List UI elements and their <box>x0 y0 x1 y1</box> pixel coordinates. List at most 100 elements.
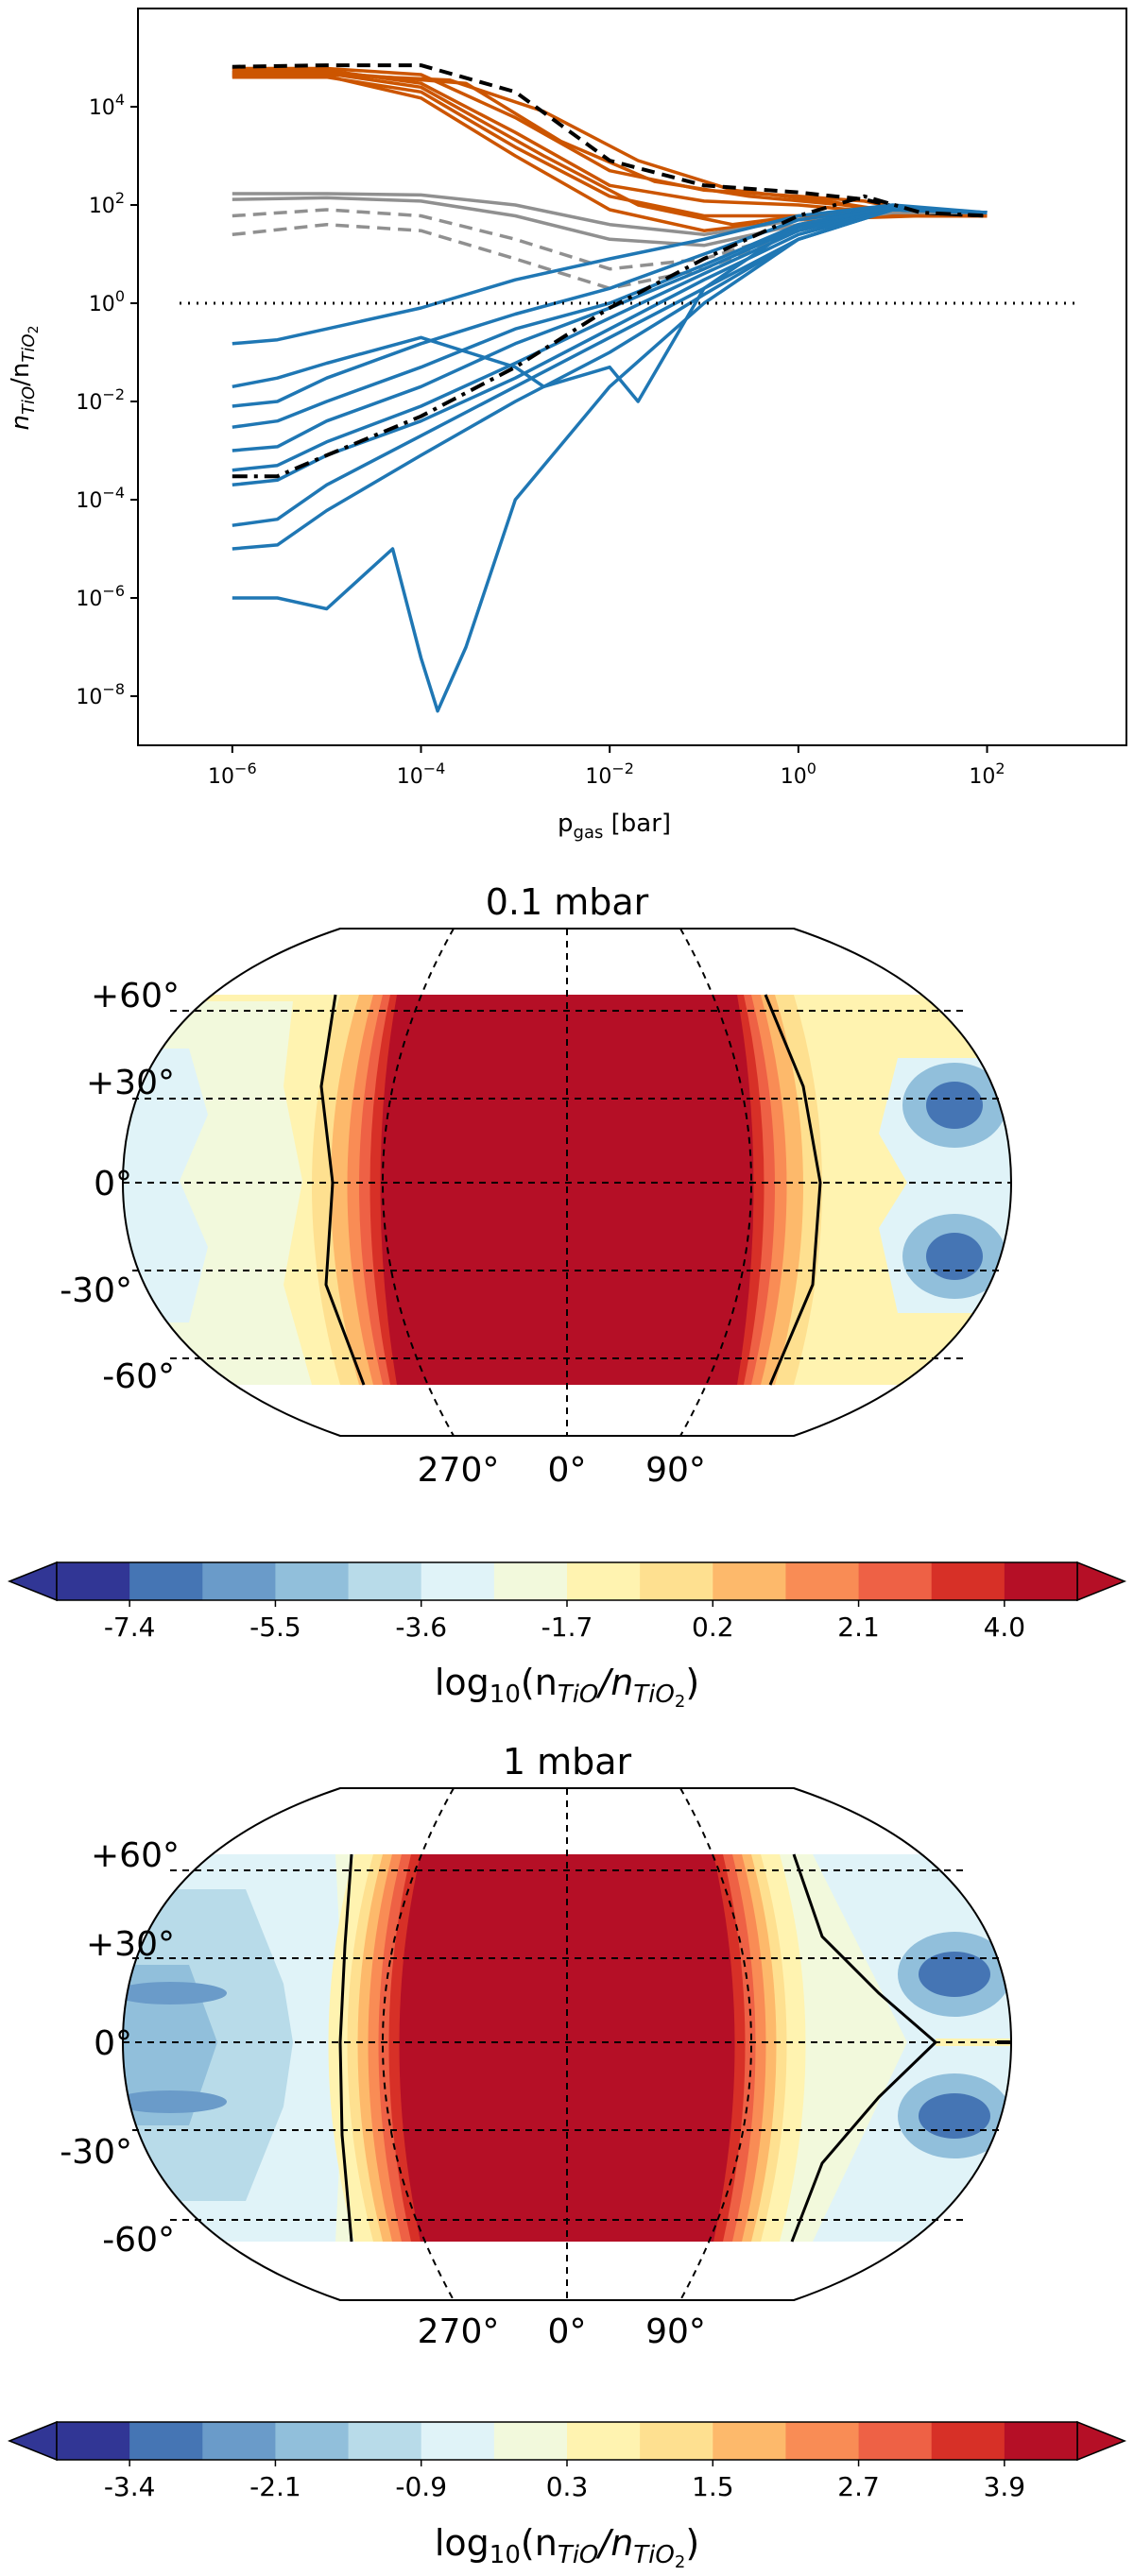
colorbar-tick-label: 3.9 <box>984 2471 1026 2502</box>
map-1-mbar: 1 mbar <box>60 1741 1013 2351</box>
plot-frame <box>137 8 1127 746</box>
series-line-blue-17 <box>232 208 988 487</box>
colorbar-cell <box>1004 2422 1078 2460</box>
colorbar-cells <box>7 1561 1127 1602</box>
colorbar-ticks: -3.4 -2.1 -0.9 0.3 1.5 2.7 3.9 <box>104 2460 1025 2502</box>
colorbar-tick-label: 4.0 <box>984 1612 1026 1643</box>
colorbar-cell <box>275 2422 350 2460</box>
map-cold-streak-south <box>123 2090 227 2113</box>
x-tick-label: 102 <box>969 759 1005 789</box>
colorbar-cell <box>1004 1562 1078 1600</box>
series-line-blue-16 <box>232 208 988 472</box>
series-layer <box>232 63 988 713</box>
colorbar-label: log10(nTiO/nTiO2) <box>435 1662 699 1712</box>
longitude-label: 0° <box>548 2312 587 2351</box>
colorbar-tick-label: 1.5 <box>692 2471 734 2502</box>
colorbar-cell <box>202 2422 276 2460</box>
y-tick-label: 10−6 <box>76 582 125 611</box>
colorbar-tick-label: 2.1 <box>837 1612 880 1643</box>
x-tick-layer: 10−6 10−4 10−2 100 102 <box>208 745 1005 789</box>
colorbar-cell <box>129 1562 203 1600</box>
colorbar-1-mbar: -3.4 -2.1 -0.9 0.3 1.5 2.7 3.9 log10(nTiO/nTiO… <box>7 2420 1127 2572</box>
line-plot: 10−6 10−4 10−2 100 102 10−810−610−410−210010… <box>7 8 1127 843</box>
y-tick-label: 104 <box>89 91 125 120</box>
series-line-gray-10 <box>232 208 988 291</box>
colorbar-cell <box>858 1562 933 1600</box>
series-line-blue-19 <box>232 208 988 551</box>
series-line-orange-5 <box>232 71 988 227</box>
map-cold-blob-north-inner <box>926 1082 983 1129</box>
longitude-labels: 270° 0° 90° <box>418 1451 706 1490</box>
colorbar-cell <box>785 2422 860 2460</box>
colorbar-cell <box>567 1562 641 1600</box>
x-tick-label: 10−6 <box>208 759 257 789</box>
map-0p1-mbar: 0.1 mbar <box>60 881 1013 1490</box>
map-cold-region-left-inner <box>123 1965 217 2125</box>
map-title: 1 mbar <box>503 1741 632 1783</box>
colorbar-tick-label: 2.7 <box>837 2471 880 2502</box>
series-line-gray-11 <box>232 208 988 271</box>
colorbar-cell <box>57 1562 130 1600</box>
colorbar-cell <box>275 1562 350 1600</box>
colorbar-cell <box>57 2422 130 2460</box>
y-tick-label: 10−4 <box>76 484 125 513</box>
colorbar-cell <box>640 1562 713 1600</box>
x-tick-label: 10−4 <box>397 759 446 789</box>
longitude-label: 90° <box>645 1451 706 1490</box>
map-cold-streak-north <box>123 1982 227 2005</box>
colorbar-cell <box>493 1562 568 1600</box>
colorbar-cell <box>640 2422 713 2460</box>
map-cold-blob-south-inner <box>926 1233 983 1280</box>
map-cold-blob-north-inner <box>919 1952 990 1997</box>
latitude-labels: +60° +30° 0° -30° -60° <box>60 1836 180 2260</box>
y-tick-label: 10−2 <box>76 385 125 415</box>
latitude-label: +30° <box>86 1925 175 1964</box>
map-cold-region-left-inner <box>123 1049 208 1322</box>
colorbar-ticks: -7.4 -5.5 -3.6 -1.7 0.2 2.1 4.0 <box>104 1600 1025 1643</box>
colorbar-cell <box>348 1562 422 1600</box>
colorbar-label: log10(nTiO/nTiO2) <box>435 2522 699 2572</box>
colorbar-cell <box>493 2422 568 2460</box>
latitude-label: -30° <box>60 2133 132 2172</box>
colorbar-cell <box>129 2422 203 2460</box>
latitude-label: -60° <box>102 1357 175 1396</box>
longitude-label: 90° <box>645 2312 706 2351</box>
series-line-orange-6 <box>232 74 988 232</box>
x-tick-label: 10−2 <box>585 759 634 789</box>
y-tick-label: 10−8 <box>76 680 125 709</box>
longitude-label: 270° <box>418 1451 500 1490</box>
y-axis-label: nTiO/nTiO2 <box>7 326 42 431</box>
latitude-labels: +60° +30° 0° -30° -60° <box>60 977 180 1396</box>
colorbar-tick-label: -5.5 <box>249 1612 301 1643</box>
colorbar-tick-label: -3.4 <box>104 2471 156 2502</box>
colorbar-tick-label: 0.2 <box>692 1612 734 1643</box>
map-graticule <box>123 1787 1011 2301</box>
colorbar-cell <box>785 1562 860 1600</box>
map-graticule <box>123 928 1011 1437</box>
colorbar-cell <box>348 2422 422 2460</box>
map-cold-blob-south-inner <box>919 2093 990 2139</box>
colorbar-tick-label: 0.3 <box>546 2471 589 2502</box>
map-title: 0.1 mbar <box>486 881 649 923</box>
colorbar-extend-low <box>7 1561 58 1602</box>
latitude-label: +30° <box>86 1064 175 1102</box>
latitude-label: +60° <box>91 1836 180 1875</box>
longitude-label: 0° <box>548 1451 587 1490</box>
map-contour-right <box>764 994 822 1386</box>
colorbar-tick-label: -1.7 <box>541 1612 593 1643</box>
colorbar-cell <box>567 2422 641 2460</box>
colorbar-tick-label: -2.1 <box>249 2471 301 2502</box>
latitude-label: 0° <box>94 2024 132 2063</box>
map-fill <box>123 1788 1011 2300</box>
colorbar-cell <box>202 1562 276 1600</box>
colorbar-cell <box>421 2422 495 2460</box>
colorbar-extend-low <box>7 2420 58 2462</box>
colorbar-0p1-mbar: -7.4 -5.5 -3.6 -1.7 0.2 2.1 4.0 log10(nTiO/nTi… <box>7 1561 1127 1712</box>
colorbar-cell <box>931 2422 1005 2460</box>
colorbar-cell <box>931 1562 1005 1600</box>
series-line-black-22 <box>232 194 988 479</box>
longitude-labels: 270° 0° 90° <box>418 2312 706 2351</box>
series-line-blue-20 <box>232 208 988 713</box>
colorbar-cell <box>858 2422 933 2460</box>
